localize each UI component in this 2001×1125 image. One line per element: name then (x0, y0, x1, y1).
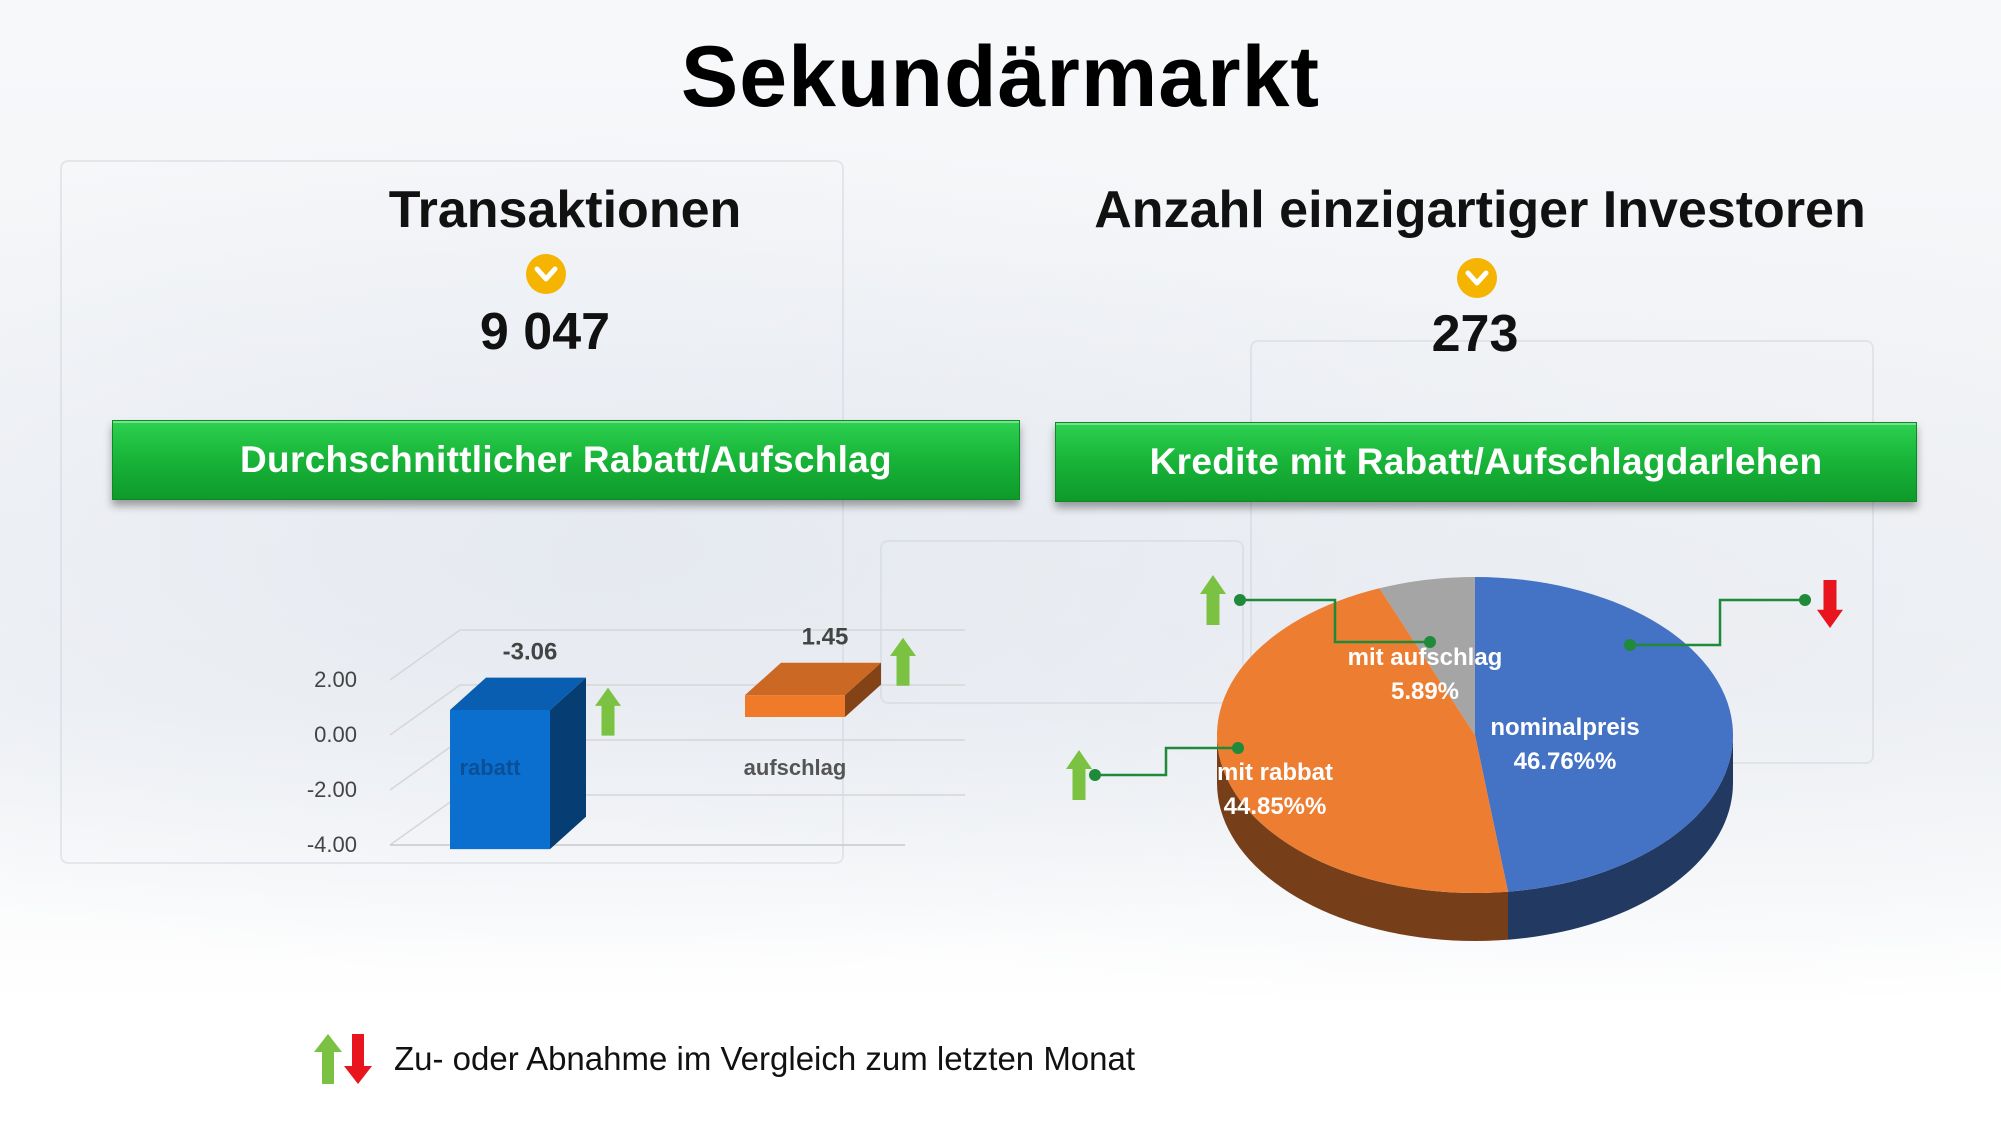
chevron-down-icon (526, 254, 566, 294)
pie-slice-nominalpreis (1475, 577, 1734, 892)
legend-arrows-icon (314, 1034, 372, 1084)
bar-top (745, 662, 881, 696)
gridline (389, 629, 965, 681)
connector-dot (1232, 742, 1244, 754)
connector-line (1095, 746, 1238, 777)
category-label: rabatt (459, 755, 521, 780)
bar-chart: 2.00 0.00 -2.00 -4.00 -3.06 rabatt 1.45 aufschl… (307, 624, 965, 857)
connector-line (1240, 598, 1430, 644)
y-tick-label: -2.00 (307, 777, 357, 802)
legend-text: Zu- oder Abnahme im Vergleich zum letzte… (394, 1040, 1136, 1077)
y-tick-label: 0.00 (314, 722, 357, 747)
pie-side-nominalpreis (1507, 735, 1733, 940)
pie-chart: nominalpreis 46.76%% mit rabbat 44.85%% mit … (1066, 575, 1843, 941)
connector-dot (1624, 639, 1636, 651)
kpi-transaktionen-heading: Transaktionen (388, 181, 742, 239)
bar-top (450, 677, 586, 710)
bar-value-label: -3.06 (503, 639, 558, 666)
pie-label: nominalpreis (1490, 714, 1639, 741)
pie-label: mit rabbat (1217, 759, 1333, 786)
connector-line (1630, 598, 1805, 647)
connector-dot (1799, 594, 1811, 606)
page-title: Sekundärmarkt (680, 29, 1321, 125)
pie-label: mit aufschlag (1348, 644, 1503, 671)
arrow-up-icon (890, 637, 916, 686)
pie-value-label: 44.85%% (1224, 793, 1327, 820)
pie-value-label: 46.76%% (1514, 748, 1617, 775)
chevron-down-icon (1457, 258, 1497, 298)
bar-side (550, 677, 586, 850)
pie-slice-mit-rabbat (1216, 588, 1508, 893)
kpi-investoren-heading: Anzahl einzigartiger Investoren (1094, 181, 1866, 239)
category-label: aufschlag (744, 755, 847, 780)
bar-rabatt (450, 710, 550, 850)
pie-slice-mit-aufschlag (1379, 577, 1475, 735)
arrow-up-icon (1200, 575, 1226, 625)
y-tick-label: 2.00 (314, 667, 357, 692)
trend-legend: Zu- oder Abnahme im Vergleich zum letzte… (314, 1032, 1135, 1086)
bar-value-label: 1.45 (802, 624, 849, 651)
connector-dot (1234, 594, 1246, 606)
arrow-down-icon (1817, 580, 1843, 628)
bar-aufschlag (745, 695, 845, 717)
arrow-up-icon (1066, 750, 1092, 800)
pie-value-label: 5.89% (1391, 678, 1459, 705)
connector-dot (1424, 636, 1436, 648)
banner-durchschnittlicher-rabatt: Durchschnittlicher Rabatt/Aufschlag (112, 420, 1020, 500)
y-tick-label: -4.00 (307, 832, 357, 857)
bar-side (845, 662, 881, 717)
connector-dot (1089, 769, 1101, 781)
arrow-up-icon (595, 687, 621, 736)
pie-side-mit-rabbat (1217, 735, 1508, 941)
banner-kredite-rabatt: Kredite mit Rabatt/Aufschlagdarlehen (1055, 422, 1917, 502)
kpi-transaktionen-value: 9 047 (479, 303, 611, 361)
kpi-investoren-value: 273 (1431, 305, 1519, 363)
